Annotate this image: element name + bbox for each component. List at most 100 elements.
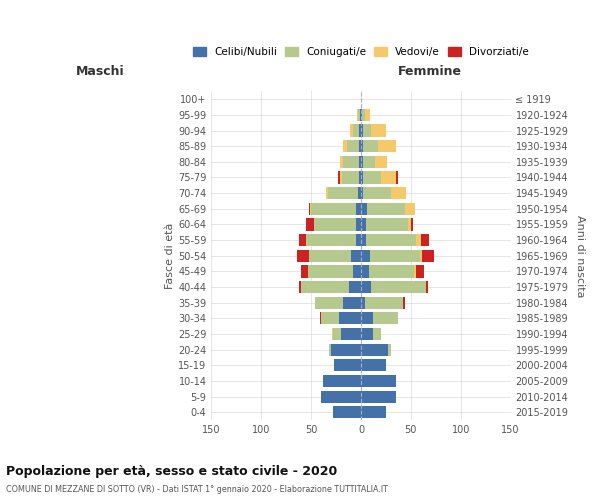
Bar: [309, 250, 351, 262]
Bar: [343, 296, 361, 309]
Bar: [361, 140, 363, 152]
Bar: [329, 344, 331, 356]
Bar: [416, 234, 421, 246]
Bar: [361, 406, 386, 418]
Bar: [414, 266, 416, 278]
Bar: [366, 218, 408, 230]
Bar: [351, 250, 361, 262]
Bar: [370, 250, 420, 262]
Bar: [361, 250, 370, 262]
Bar: [323, 375, 361, 387]
Bar: [332, 328, 333, 340]
Text: COMUNE DI MEZZANE DI SOTTO (VR) - Dati ISTAT 1° gennaio 2020 - Elaborazione TUTT: COMUNE DI MEZZANE DI SOTTO (VR) - Dati I…: [6, 485, 388, 494]
Bar: [361, 156, 363, 168]
Bar: [422, 250, 434, 262]
Bar: [363, 187, 391, 200]
Bar: [340, 156, 343, 168]
Bar: [297, 250, 309, 262]
Bar: [339, 312, 361, 324]
Bar: [333, 406, 361, 418]
Bar: [426, 281, 428, 293]
Bar: [361, 281, 371, 293]
Bar: [361, 296, 365, 309]
Bar: [358, 187, 361, 200]
Bar: [421, 234, 429, 246]
Bar: [357, 109, 358, 121]
Text: Femmine: Femmine: [398, 65, 462, 78]
Y-axis label: Anni di nascita: Anni di nascita: [575, 214, 585, 297]
Bar: [309, 202, 310, 215]
Bar: [359, 124, 361, 136]
Bar: [361, 124, 363, 136]
Bar: [341, 328, 361, 340]
Bar: [320, 312, 321, 324]
Text: Maschi: Maschi: [76, 65, 125, 78]
Bar: [369, 266, 414, 278]
Bar: [340, 172, 342, 183]
Bar: [366, 234, 416, 246]
Bar: [408, 218, 411, 230]
Bar: [359, 172, 361, 183]
Bar: [361, 390, 396, 403]
Bar: [321, 312, 339, 324]
Bar: [363, 140, 378, 152]
Bar: [367, 202, 405, 215]
Bar: [361, 187, 363, 200]
Bar: [356, 202, 361, 215]
Bar: [310, 202, 311, 215]
Bar: [350, 124, 353, 136]
Bar: [342, 172, 359, 183]
Bar: [347, 140, 359, 152]
Bar: [343, 156, 359, 168]
Bar: [358, 109, 360, 121]
Bar: [301, 281, 349, 293]
Bar: [359, 156, 361, 168]
Bar: [333, 328, 341, 340]
Bar: [403, 296, 405, 309]
Bar: [362, 109, 365, 121]
Bar: [356, 234, 361, 246]
Bar: [356, 218, 361, 230]
Bar: [365, 296, 403, 309]
Bar: [361, 359, 386, 372]
Bar: [338, 172, 340, 183]
Bar: [360, 109, 361, 121]
Bar: [301, 266, 308, 278]
Bar: [361, 218, 366, 230]
Bar: [315, 296, 343, 309]
Bar: [308, 266, 353, 278]
Bar: [343, 140, 347, 152]
Bar: [373, 312, 398, 324]
Bar: [349, 281, 361, 293]
Bar: [361, 266, 369, 278]
Bar: [363, 156, 375, 168]
Bar: [396, 172, 398, 183]
Bar: [299, 281, 301, 293]
Bar: [361, 375, 396, 387]
Bar: [373, 328, 381, 340]
Bar: [375, 156, 387, 168]
Bar: [311, 202, 356, 215]
Bar: [371, 281, 426, 293]
Bar: [326, 187, 328, 200]
Bar: [353, 266, 361, 278]
Bar: [306, 218, 314, 230]
Bar: [334, 359, 361, 372]
Bar: [314, 218, 356, 230]
Bar: [353, 124, 359, 136]
Bar: [306, 234, 356, 246]
Bar: [371, 124, 386, 136]
Y-axis label: Fasce di età: Fasce di età: [166, 222, 175, 289]
Bar: [361, 109, 362, 121]
Bar: [378, 140, 396, 152]
Bar: [411, 218, 413, 230]
Bar: [405, 202, 415, 215]
Bar: [416, 266, 424, 278]
Bar: [361, 202, 367, 215]
Bar: [365, 109, 370, 121]
Bar: [363, 172, 381, 183]
Bar: [359, 140, 361, 152]
Bar: [299, 234, 306, 246]
Text: Popolazione per età, sesso e stato civile - 2020: Popolazione per età, sesso e stato civil…: [6, 465, 337, 478]
Bar: [363, 124, 371, 136]
